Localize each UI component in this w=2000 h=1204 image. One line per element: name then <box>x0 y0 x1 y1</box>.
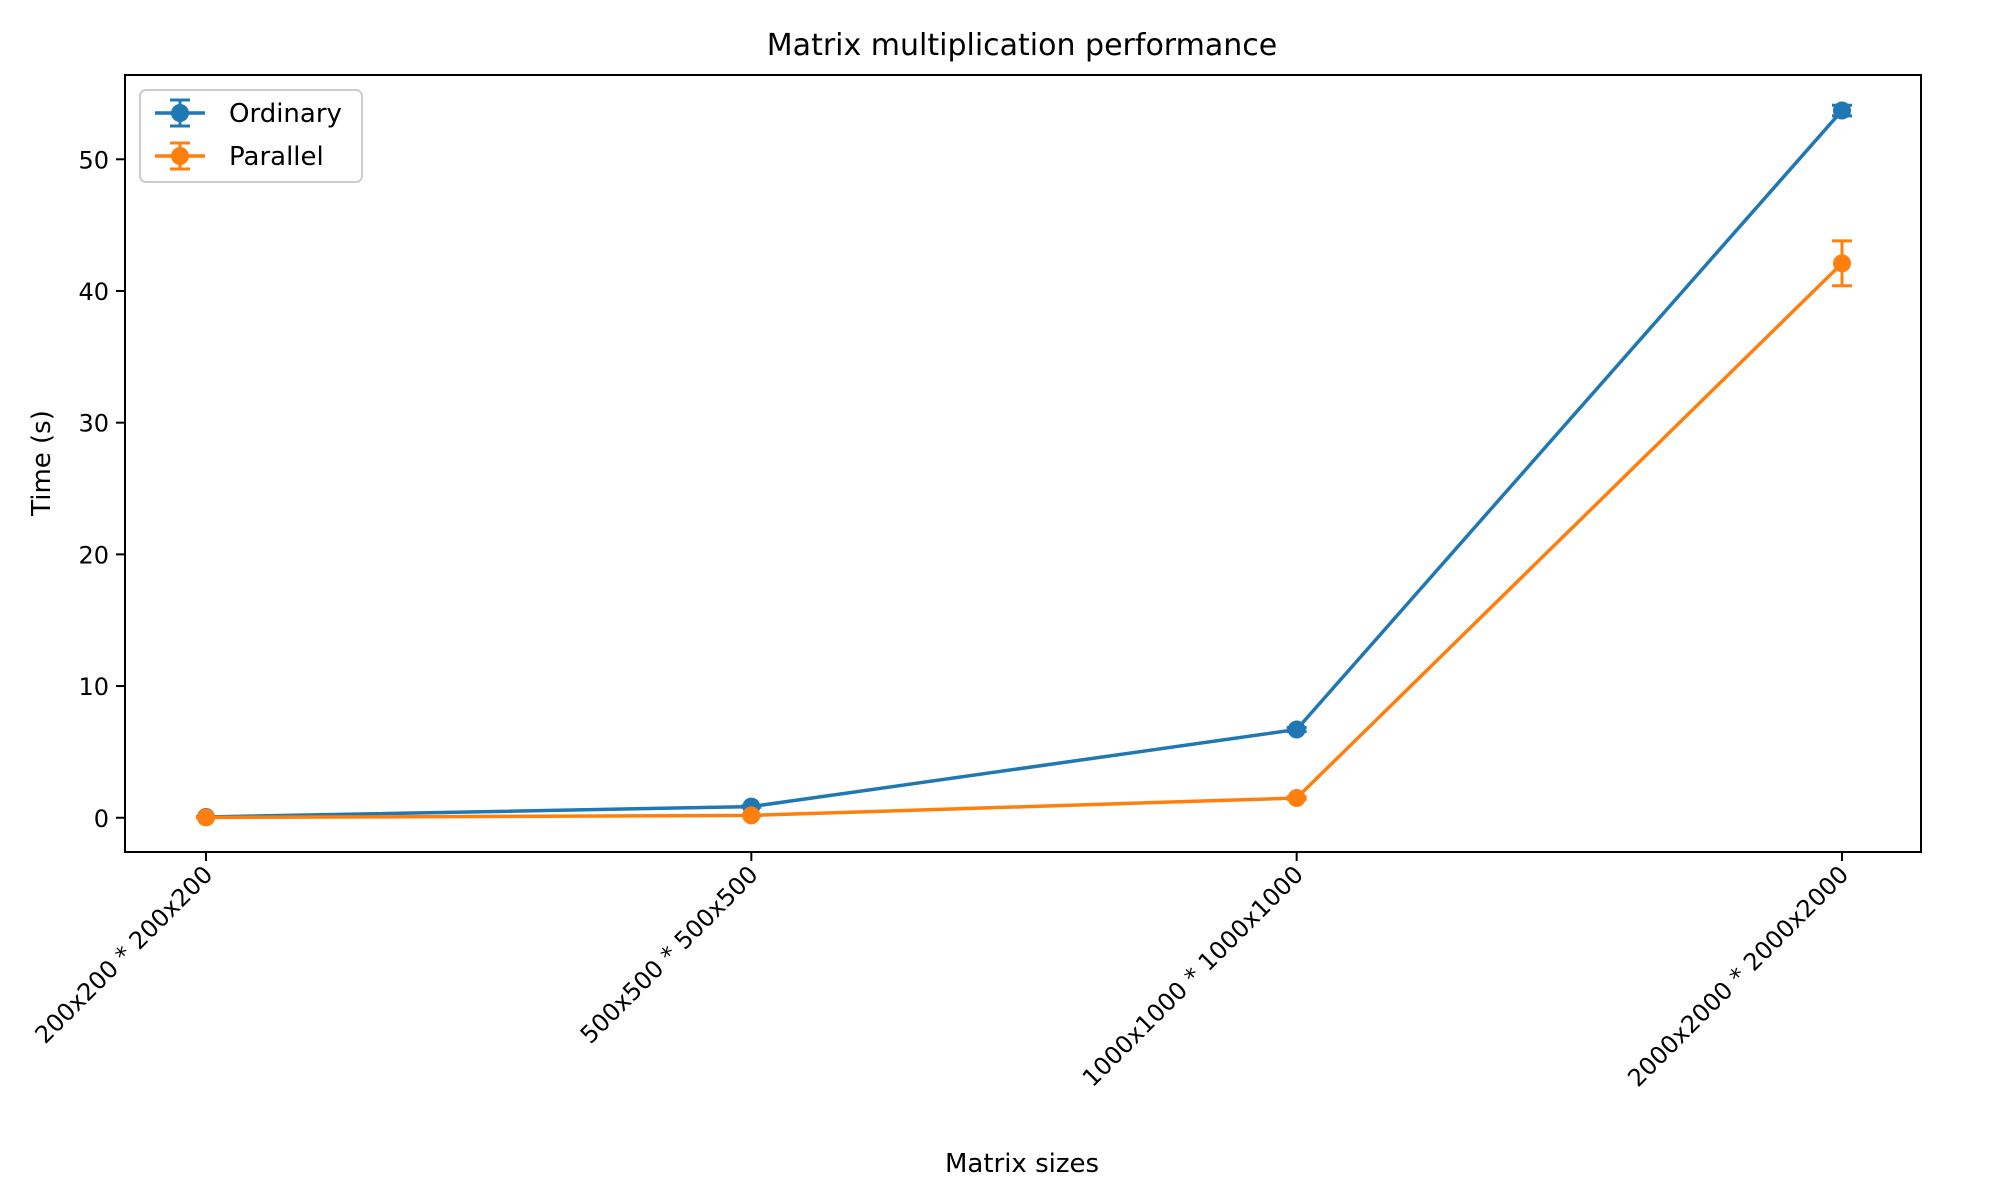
y-tick-label: 30 <box>78 410 109 438</box>
legend: Ordinary Parallel <box>139 89 363 183</box>
legend-label: Ordinary <box>229 99 342 129</box>
legend-label: Parallel <box>229 142 324 172</box>
x-tick-label: 500x500 * 500x500 <box>575 860 764 1049</box>
chart-title: Matrix multiplication performance <box>767 28 1277 63</box>
data-point <box>1287 789 1306 808</box>
x-axis: 200x200 * 200x200 500x500 * 500x500 1000x1… <box>30 852 1854 1092</box>
legend-marker <box>171 104 189 122</box>
plot-area <box>196 101 1852 827</box>
y-tick-label: 10 <box>78 673 109 701</box>
x-tick-label: 200x200 * 200x200 <box>30 860 219 1049</box>
y-tick-label: 40 <box>78 278 109 306</box>
x-tick-label: 2000x2000 * 2000x2000 <box>1622 860 1854 1092</box>
x-axis-label: Matrix sizes <box>945 1149 1099 1179</box>
legend-marker <box>171 147 189 165</box>
data-point <box>1832 101 1851 120</box>
y-axis-label: Time (s) <box>27 410 57 517</box>
data-point <box>1287 720 1306 739</box>
series-line <box>205 262 1844 820</box>
y-tick-label: 20 <box>78 541 109 569</box>
data-point <box>742 806 761 825</box>
y-tick-label: 50 <box>78 146 109 174</box>
y-axis: 0 10 20 30 40 50 <box>78 146 125 833</box>
series-line <box>205 109 1844 819</box>
axes-frame <box>124 74 1922 853</box>
series-ordinary <box>196 101 1852 826</box>
legend-entry-ordinary: Ordinary <box>155 98 342 129</box>
x-tick-label: 1000x1000 * 1000x1000 <box>1077 860 1309 1092</box>
y-tick-label: 0 <box>94 805 109 833</box>
data-point <box>1832 254 1851 273</box>
data-point <box>197 808 215 827</box>
series-parallel <box>196 239 1852 827</box>
legend-entry-parallel: Parallel <box>155 141 324 172</box>
